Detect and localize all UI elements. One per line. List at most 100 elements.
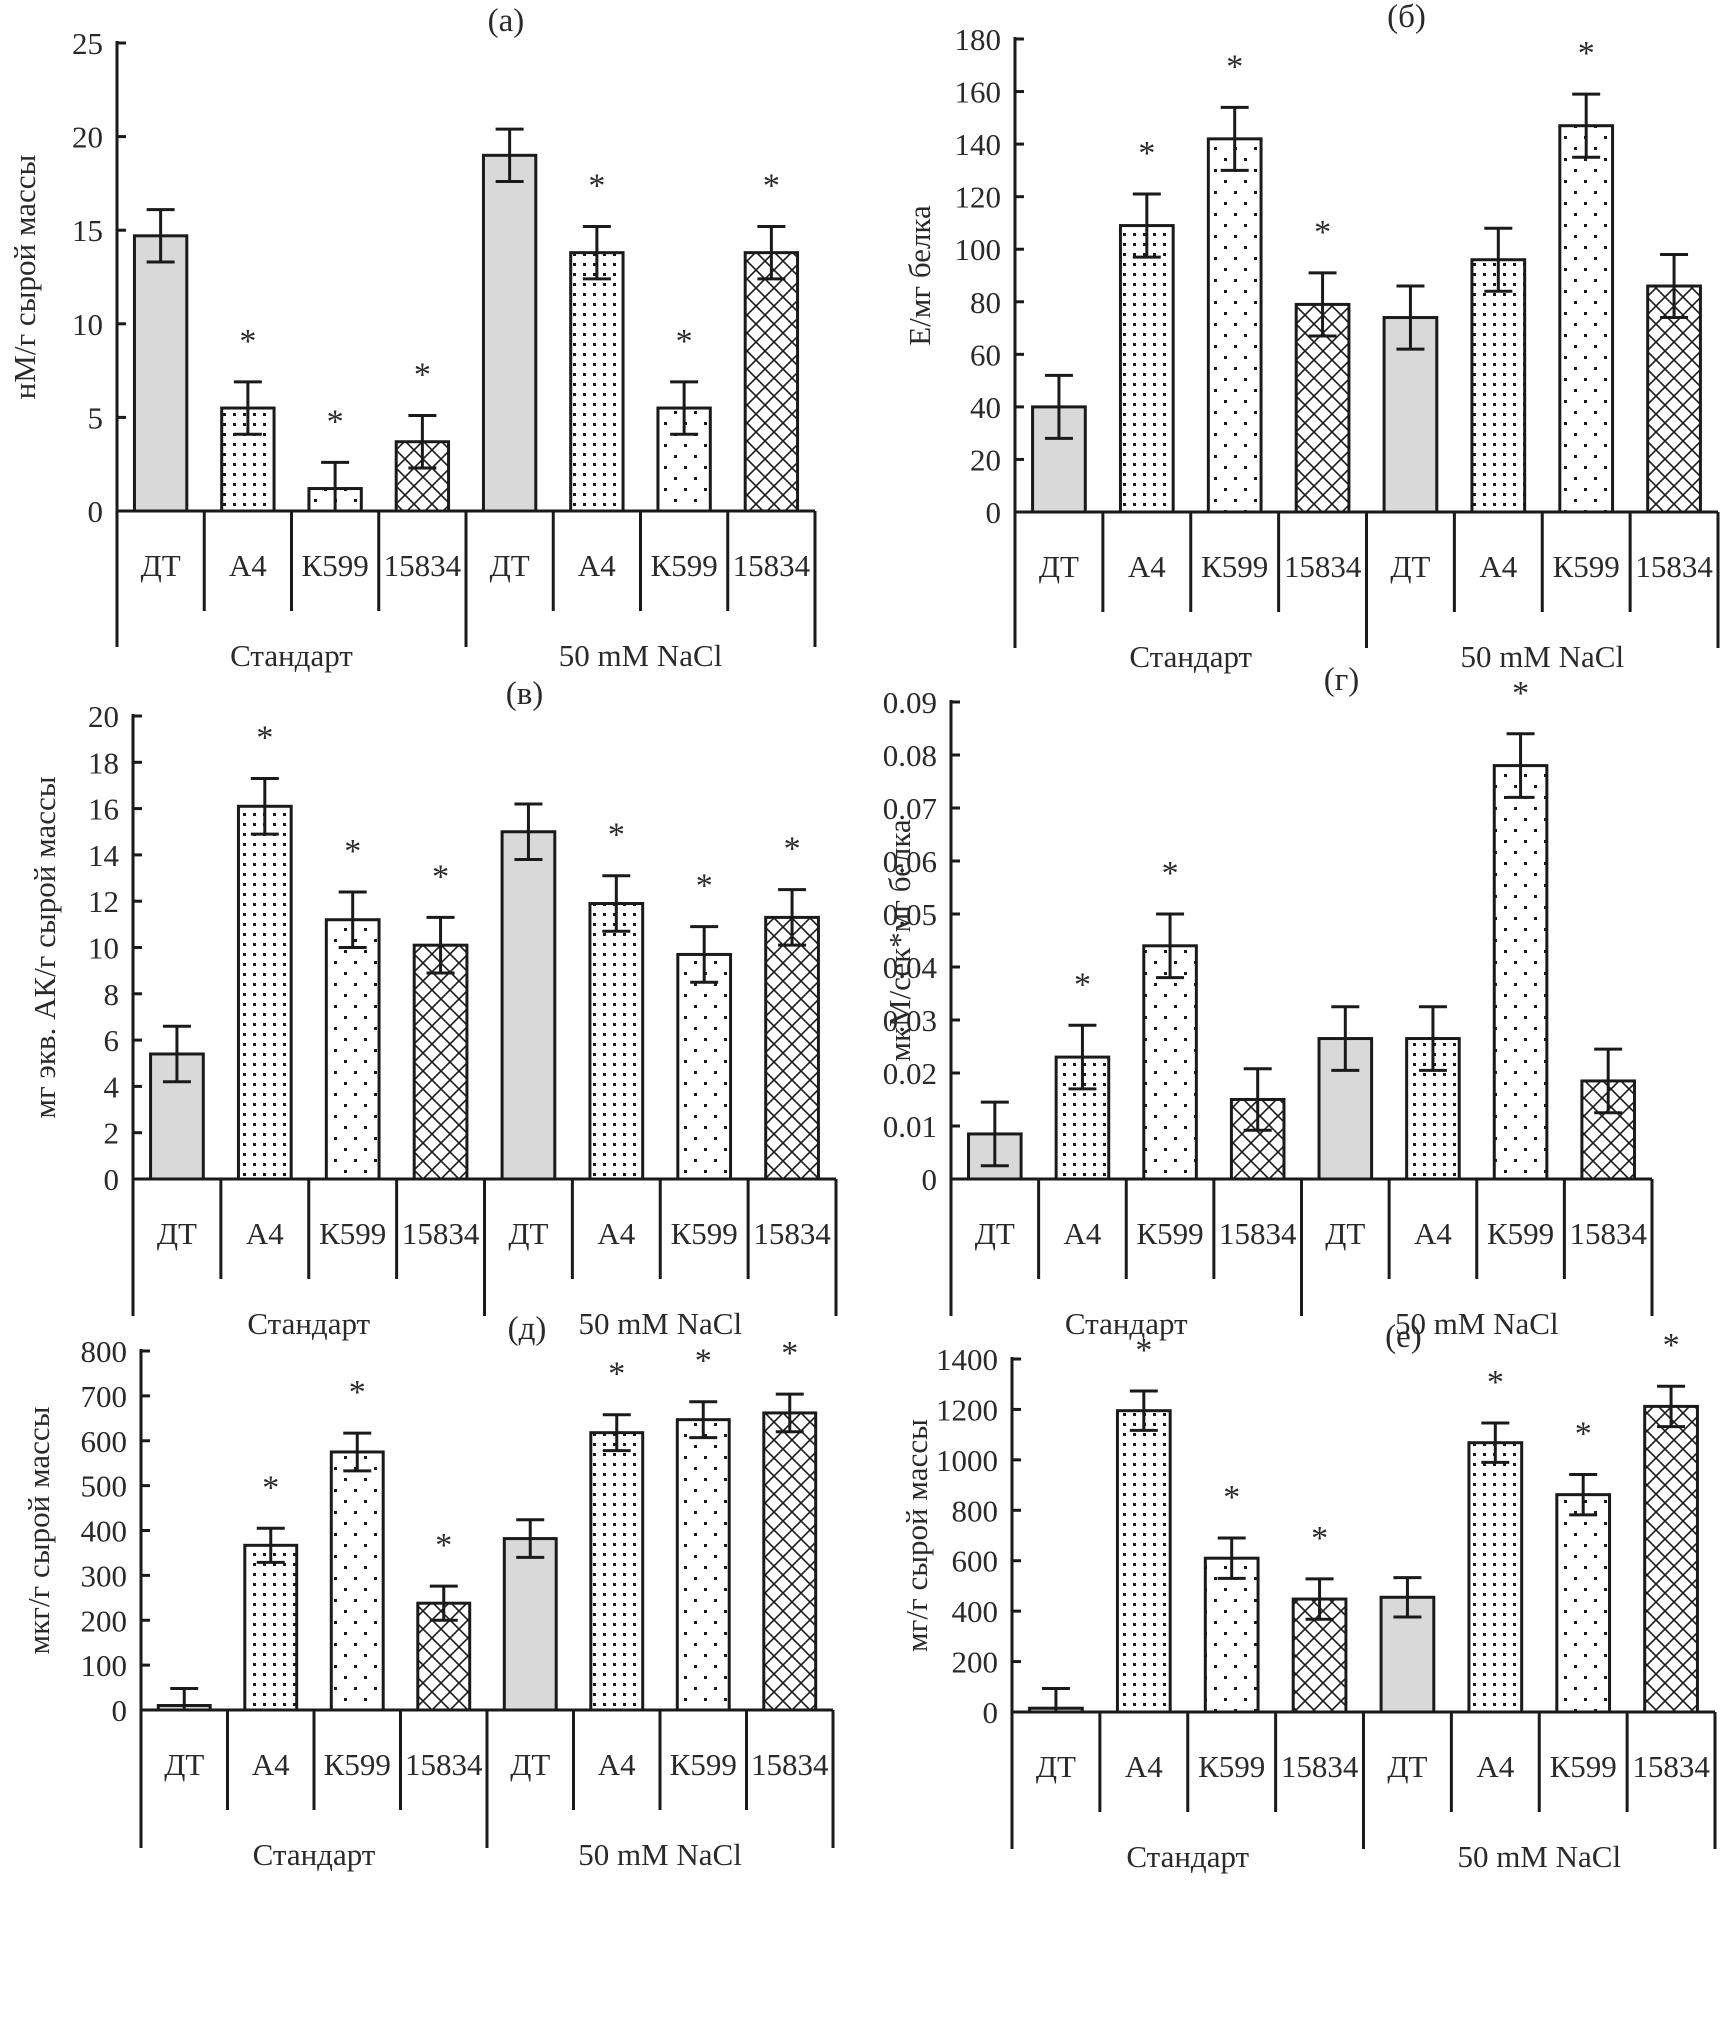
group-label: Стандарт (1126, 1839, 1249, 1874)
y-axis-title: мг экв. АК/г сырой массы (27, 776, 62, 1118)
significance-star: * (349, 1374, 366, 1411)
category-label: А4 (598, 1747, 636, 1782)
significance-star: * (432, 858, 449, 895)
bar-sparse-dots (1492, 764, 1549, 1181)
category-label: ДТ (1036, 1749, 1076, 1784)
group-label: 50 mM NaCl (1457, 1839, 1621, 1874)
category-label: ДТ (510, 1747, 550, 1782)
bar-sparse-dots (676, 952, 733, 1181)
category-label: К599 (670, 1747, 737, 1782)
significance-star: * (781, 1335, 798, 1372)
category-label: К599 (1553, 549, 1620, 584)
bar-sparse-dots (1203, 1556, 1260, 1714)
significance-star: * (1135, 1332, 1152, 1369)
y-tick-label: 2 (104, 1116, 120, 1151)
category-label: К599 (319, 1216, 386, 1251)
chart-panel-6: 0 200 400 600 800 1000 1200 1400 мг/г сырой масс… (899, 1319, 1717, 1874)
y-tick-label: 600 (952, 1544, 999, 1579)
bar-sparse-dots (1555, 1493, 1612, 1714)
y-tick-label: 5 (88, 400, 104, 435)
y-tick-label: 0 (922, 1162, 938, 1197)
bar-dense-dots (243, 1543, 299, 1712)
y-tick-label: 0 (986, 495, 1002, 530)
y-tick-label: 8 (104, 977, 120, 1012)
group-label: 50 mM NaCl (559, 638, 723, 673)
chart-panel-2: 0 20 40 60 80 100 120 140 160 180 Е/мг белка (б) ДТ *… (902, 0, 1720, 674)
y-tick-label: 25 (72, 26, 103, 61)
y-tick-label: 20 (88, 699, 119, 734)
panel-title: (д) (508, 1311, 547, 1347)
bar-dense-dots (236, 804, 293, 1181)
y-tick-label: 0.03 (883, 1003, 937, 1038)
y-tick-label: 20 (970, 442, 1001, 477)
panel-title: (е) (1385, 1319, 1422, 1355)
y-tick-label: 10 (88, 931, 119, 966)
category-label: К599 (1136, 1216, 1203, 1251)
y-tick-label: 200 (81, 1603, 128, 1638)
category-label: 15834 (402, 1216, 480, 1251)
significance-star: * (608, 1356, 625, 1393)
group-label: 50 mM NaCl (578, 1306, 742, 1341)
category-label: ДТ (1325, 1216, 1365, 1251)
y-tick-label: 1200 (936, 1392, 998, 1427)
category-label: А4 (1128, 549, 1166, 584)
category-label: 15834 (384, 548, 462, 583)
category-label: К599 (671, 1216, 738, 1251)
bar-dense-dots (220, 406, 276, 513)
y-tick-label: 0.07 (883, 791, 937, 826)
y-tick-label: 180 (955, 22, 1002, 57)
y-tick-label: 300 (81, 1558, 128, 1593)
y-tick-label: 4 (104, 1069, 120, 1104)
significance-star: * (784, 831, 801, 868)
significance-star: * (1138, 135, 1155, 172)
y-tick-label: 60 (970, 337, 1001, 372)
bar-crosshatch (762, 1411, 818, 1712)
category-label: 15834 (733, 548, 811, 583)
category-label: А4 (1414, 1216, 1452, 1251)
y-tick-label: 0 (88, 494, 104, 529)
y-tick-label: 140 (955, 127, 1002, 162)
y-tick-label: 0 (983, 1695, 999, 1730)
y-tick-label: 400 (952, 1594, 999, 1629)
significance-star: * (676, 323, 693, 360)
group-label: Стандарт (253, 1837, 376, 1872)
y-tick-label: 1400 (936, 1342, 998, 1377)
chart-panel-5: 0 100 200 300 400 500 600 700 800 мкг/г сырой мас… (21, 1311, 835, 1872)
chart-panel-3: 0 2 4 6 8 10 12 14 16 18 20 мг экв. АК/г сырой масс… (27, 676, 838, 1341)
significance-star: * (1663, 1327, 1680, 1364)
significance-star: * (1314, 214, 1331, 251)
significance-star: * (1575, 1415, 1592, 1452)
bar-crosshatch (1643, 1404, 1699, 1714)
category-label: ДТ (164, 1747, 204, 1782)
y-tick-label: 0.06 (883, 844, 937, 879)
bar-crosshatch (743, 251, 800, 513)
significance-star: * (588, 167, 605, 204)
category-label: ДТ (1387, 1749, 1427, 1784)
bar-crosshatch (1646, 284, 1702, 514)
bar-solid-gray (481, 153, 538, 513)
bar-dense-dots (1470, 258, 1527, 514)
category-label: А4 (252, 1747, 290, 1782)
significance-star: * (239, 323, 256, 360)
y-tick-label: 10 (72, 307, 103, 342)
bar-solid-gray (132, 234, 189, 513)
category-label: 15834 (405, 1747, 483, 1782)
y-axis-title: Е/мг белка (902, 205, 937, 346)
category-label: ДТ (975, 1216, 1015, 1251)
panel-title: (в) (506, 676, 544, 712)
y-tick-label: 800 (81, 1334, 128, 1369)
bar-sparse-dots (329, 1450, 385, 1712)
y-tick-label: 12 (88, 884, 119, 919)
y-axis-title: нМ/г сырой массы (7, 154, 42, 399)
significance-star: * (608, 817, 625, 854)
y-tick-label: 18 (88, 745, 119, 780)
y-tick-label: 0.01 (883, 1109, 937, 1144)
y-tick-label: 0.05 (883, 897, 937, 932)
bar-solid-gray (502, 1537, 558, 1712)
significance-star: * (1512, 675, 1529, 712)
y-tick-label: 40 (970, 390, 1001, 425)
category-label: 15834 (1569, 1216, 1647, 1251)
category-label: 15834 (753, 1216, 831, 1251)
bar-dense-dots (589, 1431, 645, 1712)
y-tick-label: 14 (88, 838, 120, 873)
